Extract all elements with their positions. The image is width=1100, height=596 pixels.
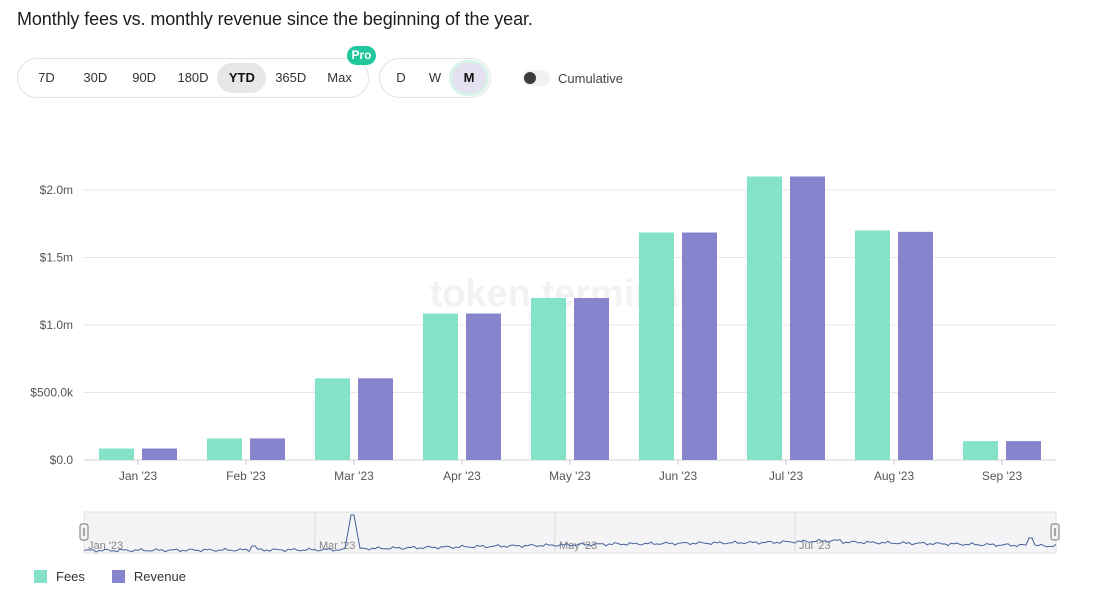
revenue-bar-7[interactable] bbox=[898, 231, 933, 460]
y-tick-label: $2.0m bbox=[40, 183, 73, 197]
revenue-bar-3[interactable] bbox=[466, 313, 501, 460]
bars bbox=[99, 176, 1041, 461]
x-tick-label: Jan '23 bbox=[119, 469, 158, 483]
fees-bar-7[interactable] bbox=[855, 230, 890, 461]
navigator[interactable]: Jan '23 Mar '23 May '23 Jul '23 bbox=[79, 511, 1060, 554]
x-tick-label: Mar '23 bbox=[334, 469, 374, 483]
legend-revenue[interactable]: Revenue bbox=[111, 569, 186, 584]
x-tick-label: Feb '23 bbox=[226, 469, 266, 483]
range-90d-button[interactable]: 90D bbox=[132, 70, 157, 85]
cumulative-label: Cumulative bbox=[558, 71, 624, 86]
navigator-series-line bbox=[83, 514, 1057, 553]
granularity-selector: D W M bbox=[379, 58, 491, 98]
revenue-bar-0[interactable] bbox=[142, 448, 177, 460]
revenue-bar-2[interactable] bbox=[358, 378, 393, 460]
fees-bar-8[interactable] bbox=[963, 441, 998, 460]
chart-legend: Fees Revenue bbox=[34, 569, 213, 584]
range-max-button[interactable]: Max bbox=[327, 70, 352, 85]
y-tick-label: $500.0k bbox=[30, 386, 74, 400]
legend-revenue-label: Revenue bbox=[133, 569, 186, 584]
legend-fees-swatch bbox=[34, 570, 47, 583]
granularity-day-button[interactable]: D bbox=[396, 70, 406, 85]
x-tick-label: Jul '23 bbox=[769, 469, 804, 483]
y-tick-label: $1.5m bbox=[40, 251, 73, 265]
pro-badge: Pro bbox=[347, 46, 376, 65]
range-365d-button[interactable]: 365D bbox=[275, 70, 307, 85]
fees-bar-0[interactable] bbox=[99, 448, 134, 460]
revenue-bar-5[interactable] bbox=[682, 232, 717, 460]
x-tick-label: Aug '23 bbox=[874, 469, 915, 483]
granularity-week-button[interactable]: W bbox=[428, 70, 442, 85]
revenue-bar-6[interactable] bbox=[790, 176, 825, 461]
legend-fees-label: Fees bbox=[56, 569, 85, 584]
range-180d-button[interactable]: 180D bbox=[177, 70, 209, 85]
fees-bar-5[interactable] bbox=[639, 232, 674, 460]
page-title: Monthly fees vs. monthly revenue since t… bbox=[17, 9, 533, 29]
range-ytd-button[interactable]: YTD bbox=[217, 63, 267, 93]
legend-revenue-swatch bbox=[111, 570, 125, 583]
range-7d-button[interactable]: 7D bbox=[38, 70, 55, 85]
navigator-label: Jul '23 bbox=[799, 540, 830, 552]
range-selector: 7D 30D 90D 180D YTD 365D Max bbox=[17, 58, 369, 98]
legend-fees[interactable]: Fees bbox=[34, 569, 85, 584]
x-axis-ticks: Jan '23 Feb '23 Mar '23 Apr '23 May '23 Jun '… bbox=[119, 460, 1023, 483]
navigator-label: Jan '23 bbox=[88, 540, 123, 552]
y-axis-ticks: $0.0 $500.0k $1.0m $1.5m $2.0m bbox=[30, 183, 74, 467]
revenue-bar-1[interactable] bbox=[250, 438, 285, 460]
x-tick-label: Sep '23 bbox=[982, 469, 1023, 483]
revenue-bar-8[interactable] bbox=[1006, 441, 1041, 460]
fees-bar-4[interactable] bbox=[531, 298, 566, 460]
range-30d-button[interactable]: 30D bbox=[83, 70, 108, 85]
navigator-label: May '23 bbox=[559, 540, 597, 552]
x-tick-label: May '23 bbox=[549, 469, 591, 483]
fees-bar-1[interactable] bbox=[207, 438, 242, 460]
x-tick-label: Apr '23 bbox=[443, 469, 481, 483]
fees-bar-6[interactable] bbox=[747, 176, 782, 461]
fees-bar-2[interactable] bbox=[315, 378, 350, 460]
toggle-knob bbox=[524, 72, 536, 84]
fees-bar-3[interactable] bbox=[423, 313, 458, 460]
revenue-bar-4[interactable] bbox=[574, 298, 609, 460]
x-tick-label: Jun '23 bbox=[659, 469, 698, 483]
y-tick-label: $0.0 bbox=[50, 453, 74, 467]
y-tick-label: $1.0m bbox=[40, 318, 73, 332]
granularity-month-button[interactable]: M bbox=[452, 63, 486, 93]
cumulative-toggle[interactable] bbox=[522, 70, 550, 86]
